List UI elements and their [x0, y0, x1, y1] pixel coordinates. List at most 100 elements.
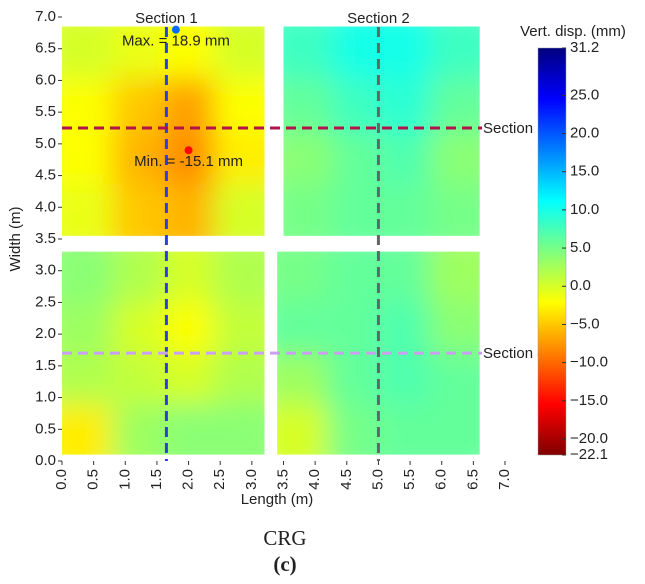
y-tick-label: 4.5	[35, 167, 56, 184]
x-tick-label: 1.0	[116, 469, 133, 490]
cell	[381, 78, 432, 133]
cell	[283, 131, 334, 185]
colorbar-tick-label: −5.0	[570, 315, 600, 332]
cell	[163, 78, 215, 133]
x-tick-label: 3.0	[243, 469, 260, 490]
panel-label: (c)	[273, 552, 296, 576]
cell	[332, 183, 383, 236]
extreme-label: Max. = 18.9 mm	[122, 33, 230, 50]
cell	[112, 26, 165, 80]
cell	[62, 131, 114, 185]
y-tick-label: 5.0	[35, 135, 56, 152]
cell	[429, 251, 480, 304]
y-tick-label: 1.5	[35, 357, 56, 374]
x-axis-label: Length (m)	[241, 491, 314, 508]
y-tick-label: 6.5	[35, 40, 56, 57]
cell	[62, 251, 114, 304]
y-tick-label: 4.0	[35, 198, 56, 215]
y-axis-label: Width (m)	[7, 207, 24, 272]
colorbar-tick-label: 31.2	[570, 39, 599, 56]
cell	[213, 26, 265, 80]
x-tick-label: 6.5	[464, 469, 481, 490]
cell	[112, 183, 165, 236]
colorbar-tick-label: 0.0	[570, 277, 591, 294]
cell	[213, 251, 265, 304]
cell	[332, 131, 383, 185]
extreme-point	[184, 146, 193, 155]
cell	[430, 183, 480, 236]
cell	[332, 26, 383, 80]
cell	[327, 302, 380, 355]
colorbar-title: Vert. disp. (mm)	[520, 23, 626, 40]
cell	[112, 403, 165, 455]
y-tick-label: 3.0	[35, 262, 56, 279]
section-label: Section 4	[483, 345, 546, 362]
cell	[62, 403, 114, 455]
x-tick-label: 0.0	[53, 469, 70, 490]
panel-field	[283, 26, 480, 236]
x-tick-label: 5.5	[401, 469, 418, 490]
y-tick-label: 3.5	[35, 230, 56, 247]
x-tick-label: 0.5	[85, 469, 102, 490]
cell	[430, 26, 480, 80]
panel-field	[277, 251, 480, 455]
x-tick-label: 1.5	[148, 469, 165, 490]
cell	[112, 353, 165, 405]
colorbar-tick-label: 5.0	[570, 239, 591, 256]
extreme-label: Min. = -15.1 mm	[134, 153, 243, 170]
x-tick-label: 7.0	[496, 469, 513, 490]
cell	[112, 251, 165, 304]
y-tick-label: 7.0	[35, 8, 56, 25]
cell	[327, 353, 380, 405]
cell	[429, 403, 480, 455]
cell	[163, 353, 215, 405]
cell	[277, 302, 329, 355]
x-tick-label: 2.0	[180, 469, 197, 490]
cell	[62, 302, 114, 355]
cell	[213, 131, 265, 185]
cell	[327, 403, 380, 455]
section-label: Section 3	[483, 120, 546, 137]
colorbar-tick-label: 25.0	[570, 86, 599, 103]
caption: CRG	[263, 526, 306, 550]
cell	[62, 183, 114, 236]
cell	[430, 78, 480, 133]
cell	[62, 353, 114, 405]
cell	[213, 183, 265, 236]
cell	[213, 302, 265, 355]
colorbar-tick-label: −15.0	[570, 392, 608, 409]
x-tick-label: 3.5	[274, 469, 291, 490]
colorbar-tick-label: 20.0	[570, 124, 599, 141]
x-tick-label: 4.0	[306, 469, 323, 490]
cell	[277, 251, 329, 304]
y-tick-label: 6.0	[35, 71, 56, 88]
cell	[381, 26, 432, 80]
cell	[163, 403, 215, 455]
colorbar-tick-label: −10.0	[570, 354, 608, 371]
y-tick-label: 2.0	[35, 325, 56, 342]
panel-field	[62, 251, 265, 455]
cell	[327, 251, 380, 304]
cell	[163, 251, 215, 304]
colorbar-tick-label: 15.0	[570, 163, 599, 180]
cell	[213, 403, 265, 455]
cell	[163, 131, 215, 185]
colorbar-tick-label: −22.1	[570, 446, 608, 463]
panel	[62, 251, 265, 455]
panel	[283, 26, 480, 236]
colorbar-tick-label: −20.0	[570, 430, 608, 447]
x-tick-label: 5.0	[369, 469, 386, 490]
cell	[283, 78, 334, 133]
x-tick-label: 4.5	[338, 469, 355, 490]
cell	[429, 302, 480, 355]
cell	[213, 353, 265, 405]
colorbar-tick-label: 10.0	[570, 201, 599, 218]
cell	[381, 131, 432, 185]
cell	[378, 302, 431, 355]
cell	[112, 302, 165, 355]
cell	[62, 26, 114, 80]
y-tick-label: 0.0	[35, 452, 56, 469]
y-tick-label: 2.5	[35, 293, 56, 310]
cell	[429, 353, 480, 405]
